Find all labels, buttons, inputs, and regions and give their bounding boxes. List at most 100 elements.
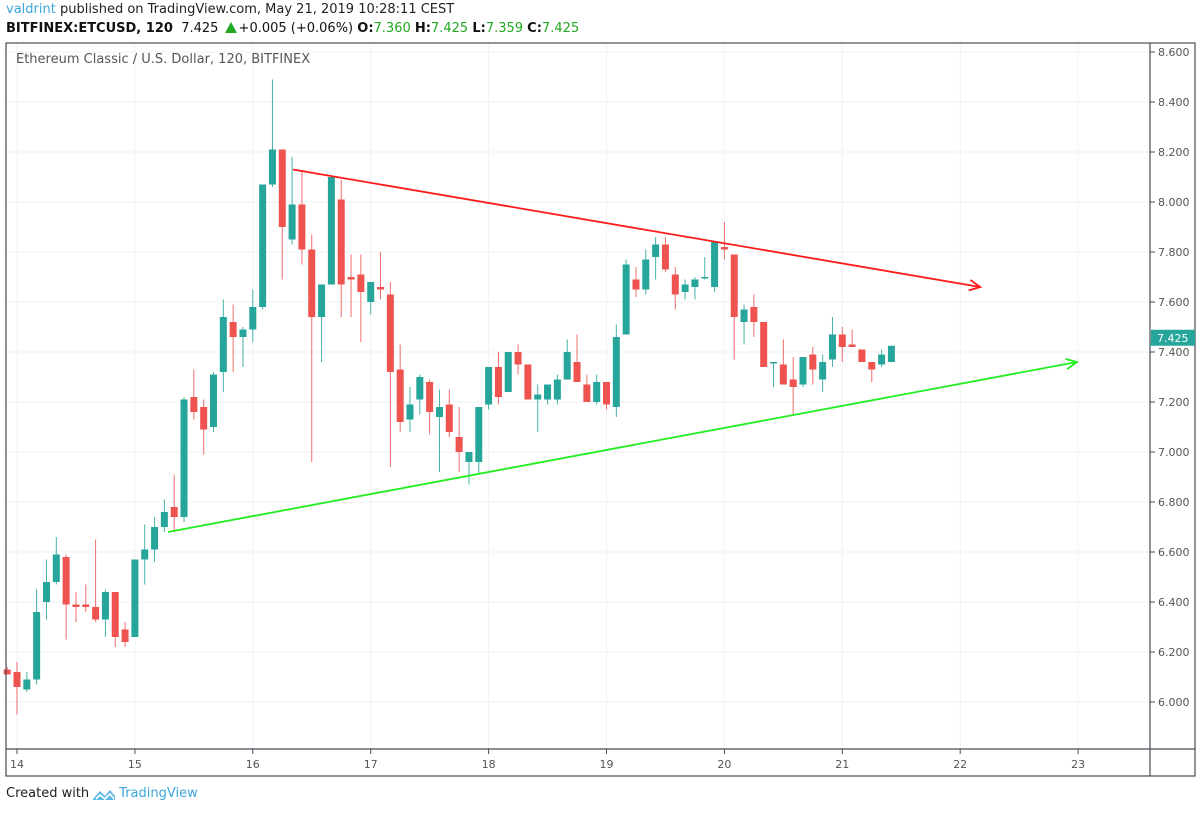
candle-body [347, 277, 355, 280]
candle-body [406, 404, 414, 420]
support-trendline [167, 361, 1078, 533]
candle-down [92, 539, 100, 622]
candle-body [661, 244, 669, 270]
candle-down [524, 364, 532, 400]
candle-body [92, 607, 100, 620]
candle-body [318, 284, 326, 317]
candle-body [426, 382, 434, 412]
candle-body [779, 364, 787, 385]
candle-body [180, 399, 188, 517]
candle-body [288, 204, 296, 240]
candle-body [544, 384, 552, 400]
candle-down [426, 379, 434, 435]
candle-down [583, 374, 591, 402]
candle-body [151, 527, 159, 550]
resistance-trendline [292, 168, 981, 288]
candle-body [868, 362, 876, 370]
candle-body [72, 604, 80, 607]
candle-up [367, 282, 375, 315]
y-tick-label: 6.600 [1158, 546, 1190, 559]
price-change: +0.005 (+0.06%) [238, 21, 354, 36]
high-value: 7.425 [430, 21, 469, 36]
candle-body [819, 362, 827, 380]
candle-up [799, 357, 807, 387]
candle-body [730, 254, 738, 317]
candle-down [13, 662, 21, 715]
candle-up [131, 559, 139, 637]
candle-up [475, 407, 483, 475]
footer: Created with TradingView [6, 786, 198, 802]
candle-body [170, 507, 178, 517]
candle-down [170, 474, 178, 532]
y-tick-label: 6.400 [1158, 596, 1190, 609]
candle-up [691, 277, 699, 300]
candle-body [239, 329, 247, 337]
candle-up [180, 397, 188, 522]
axes: 8.600 8.400 8.200 8.000 7.800 7.600 7.400 7.200… [10, 46, 1195, 771]
high-label: H: [414, 21, 431, 36]
candle-down [111, 592, 119, 647]
candle-down [396, 344, 404, 432]
candle-down [455, 407, 463, 472]
candle-up [151, 517, 159, 562]
candle-body [573, 362, 581, 382]
author-link[interactable]: valdrint [6, 2, 56, 17]
candle-body [828, 334, 836, 360]
candle-down [671, 267, 679, 310]
arrow-head-icon [1065, 357, 1079, 370]
candle-body [612, 337, 620, 407]
publish-info: valdrint published on TradingView.com, M… [6, 2, 454, 18]
candle-down [377, 252, 385, 300]
candle-body [200, 407, 208, 430]
candles [3, 79, 895, 715]
symbol-info: BITFINEX:ETCUSD, 120 7.425 +0.005 (+0.06… [6, 21, 579, 37]
candle-up [23, 672, 31, 692]
y-tick-label: 8.400 [1158, 96, 1190, 109]
candle-body [789, 379, 797, 387]
y-tick-label: 8.600 [1158, 46, 1190, 59]
candle-down [72, 592, 80, 622]
candle-down [445, 389, 453, 437]
candle-body [337, 199, 345, 285]
candle-up [622, 259, 630, 335]
candle-up [770, 362, 778, 387]
x-tick-label: 23 [1071, 758, 1085, 771]
candle-body [357, 274, 365, 292]
candle-up [711, 242, 719, 292]
candle-down [200, 399, 208, 455]
candle-up [701, 257, 709, 280]
candle-up [318, 284, 326, 362]
candle-body [652, 244, 660, 257]
candle-body [190, 397, 198, 412]
candle-body [809, 354, 817, 370]
candle-body [681, 284, 689, 292]
candle-down [82, 584, 90, 612]
candle-body [219, 317, 227, 372]
candle-body [416, 377, 424, 400]
candle-down [720, 222, 728, 260]
candle-body [711, 242, 719, 287]
candle-down [848, 329, 856, 347]
tradingview-logo-icon [93, 790, 116, 801]
candle-body [42, 582, 50, 602]
candle-up [819, 354, 827, 392]
candle-up [42, 559, 50, 620]
candle-up [33, 589, 41, 685]
candle-body [268, 149, 276, 185]
candle-down [190, 369, 198, 420]
x-tick-label: 18 [482, 758, 496, 771]
candle-up [327, 177, 335, 285]
candle-up [563, 339, 571, 380]
open-label: O: [357, 21, 374, 36]
candle-body [308, 249, 316, 317]
symbol: BITFINEX:ETCUSD, 120 [6, 21, 173, 36]
last-price: 7.425 [181, 21, 219, 36]
candle-body [13, 672, 21, 687]
x-tick-label: 14 [10, 758, 24, 771]
candle-body [799, 357, 807, 385]
candle-down [386, 282, 394, 467]
tradingview-link[interactable]: TradingView [119, 786, 198, 801]
open-value: 7.360 [373, 21, 411, 36]
triangle-up-icon [224, 22, 237, 33]
